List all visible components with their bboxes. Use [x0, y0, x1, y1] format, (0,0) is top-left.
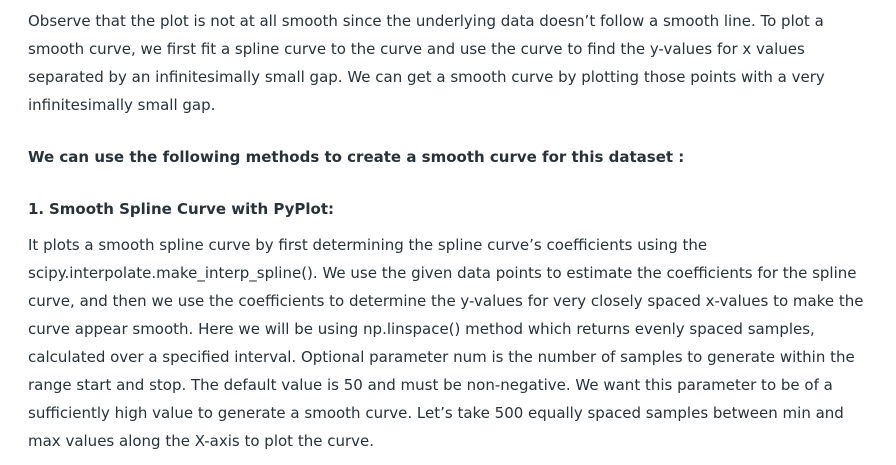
- section-heading: 1. Smooth Spline Curve with PyPlot:: [28, 195, 868, 223]
- section-body-paragraph: It plots a smooth spline curve by first …: [28, 236, 864, 450]
- section-title: Smooth Spline Curve with PyPlot:: [49, 200, 334, 218]
- intro-paragraph: Observe that the plot is not at all smoo…: [28, 12, 825, 114]
- article-content: Observe that the plot is not at all smoo…: [28, 12, 868, 450]
- section-number: 1.: [28, 200, 45, 218]
- methods-intro-text: We can use the following methods to crea…: [28, 148, 685, 166]
